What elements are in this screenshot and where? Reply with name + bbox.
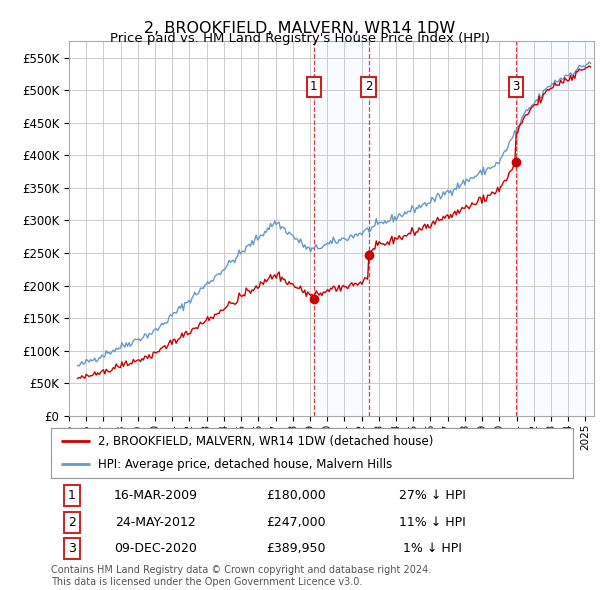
- Text: 2, BROOKFIELD, MALVERN, WR14 1DW (detached house): 2, BROOKFIELD, MALVERN, WR14 1DW (detach…: [98, 435, 433, 448]
- Text: HPI: Average price, detached house, Malvern Hills: HPI: Average price, detached house, Malv…: [98, 458, 392, 471]
- Text: 2: 2: [68, 516, 76, 529]
- Text: £247,000: £247,000: [266, 516, 326, 529]
- Text: 09-DEC-2020: 09-DEC-2020: [114, 542, 197, 555]
- Text: £180,000: £180,000: [266, 489, 326, 502]
- Text: Contains HM Land Registry data © Crown copyright and database right 2024.
This d: Contains HM Land Registry data © Crown c…: [51, 565, 431, 587]
- Text: 3: 3: [512, 80, 519, 93]
- Text: 1: 1: [68, 489, 76, 502]
- Text: 24-MAY-2012: 24-MAY-2012: [115, 516, 196, 529]
- Text: 3: 3: [68, 542, 76, 555]
- Text: 2: 2: [365, 80, 372, 93]
- Text: 2, BROOKFIELD, MALVERN, WR14 1DW: 2, BROOKFIELD, MALVERN, WR14 1DW: [145, 21, 455, 35]
- Text: 1% ↓ HPI: 1% ↓ HPI: [403, 542, 461, 555]
- Text: 1: 1: [310, 80, 317, 93]
- Text: 16-MAR-2009: 16-MAR-2009: [113, 489, 197, 502]
- Text: 11% ↓ HPI: 11% ↓ HPI: [398, 516, 466, 529]
- Bar: [515, 41, 594, 416]
- Text: £389,950: £389,950: [266, 542, 326, 555]
- Bar: [314, 41, 368, 416]
- Text: 27% ↓ HPI: 27% ↓ HPI: [398, 489, 466, 502]
- Text: Price paid vs. HM Land Registry's House Price Index (HPI): Price paid vs. HM Land Registry's House …: [110, 32, 490, 45]
